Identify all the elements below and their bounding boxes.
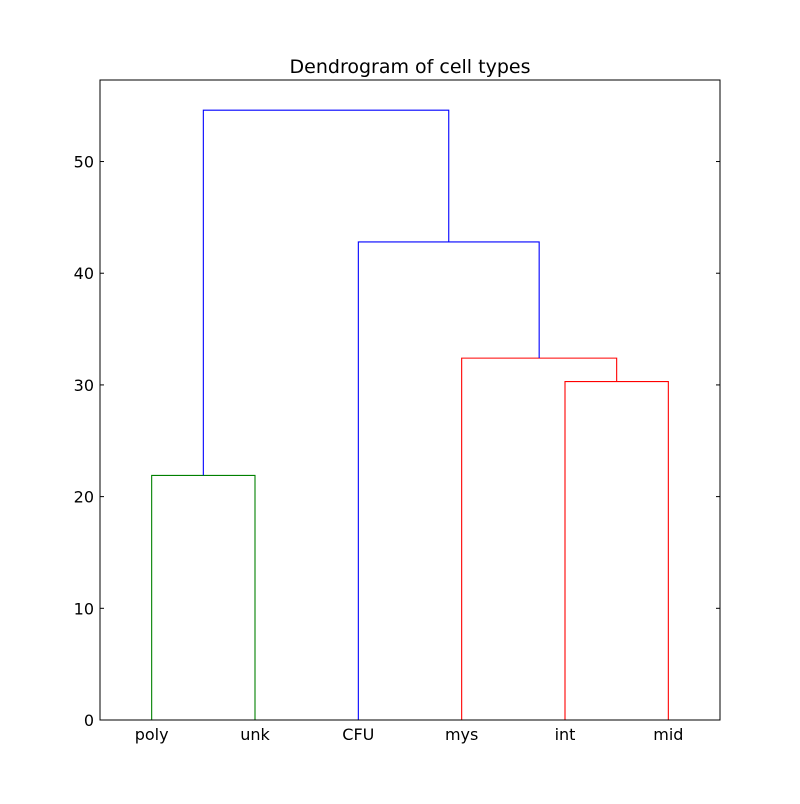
x-tick-label-unk: unk [240, 725, 270, 744]
x-tick-label-mys: mys [445, 725, 478, 744]
y-tick-label-20: 20 [74, 488, 94, 507]
chart-title: Dendrogram of cell types [290, 56, 531, 78]
link-poly-unk [151, 474, 256, 720]
link-CFU-mysintmid [357, 241, 540, 720]
x-tick-label-poly: poly [135, 725, 169, 744]
x-tick-label-mid: mid [653, 725, 683, 744]
x-tick-label-int: int [555, 725, 576, 744]
link-mys-intmid [461, 357, 618, 720]
dendrogram-links [151, 109, 669, 720]
axis-ticks: 0 10 20 30 40 50 poly unk CFU mys int mid [74, 153, 720, 744]
y-tick-label-30: 30 [74, 376, 94, 395]
y-tick-label-0: 0 [84, 711, 94, 730]
plot-frame [99, 79, 721, 721]
link-root [202, 109, 450, 476]
y-tick-label-50: 50 [74, 153, 94, 172]
link-int-mid [564, 381, 669, 720]
x-tick-label-CFU: CFU [342, 725, 374, 744]
y-tick-label-40: 40 [74, 264, 94, 283]
y-tick-label-10: 10 [74, 599, 94, 618]
